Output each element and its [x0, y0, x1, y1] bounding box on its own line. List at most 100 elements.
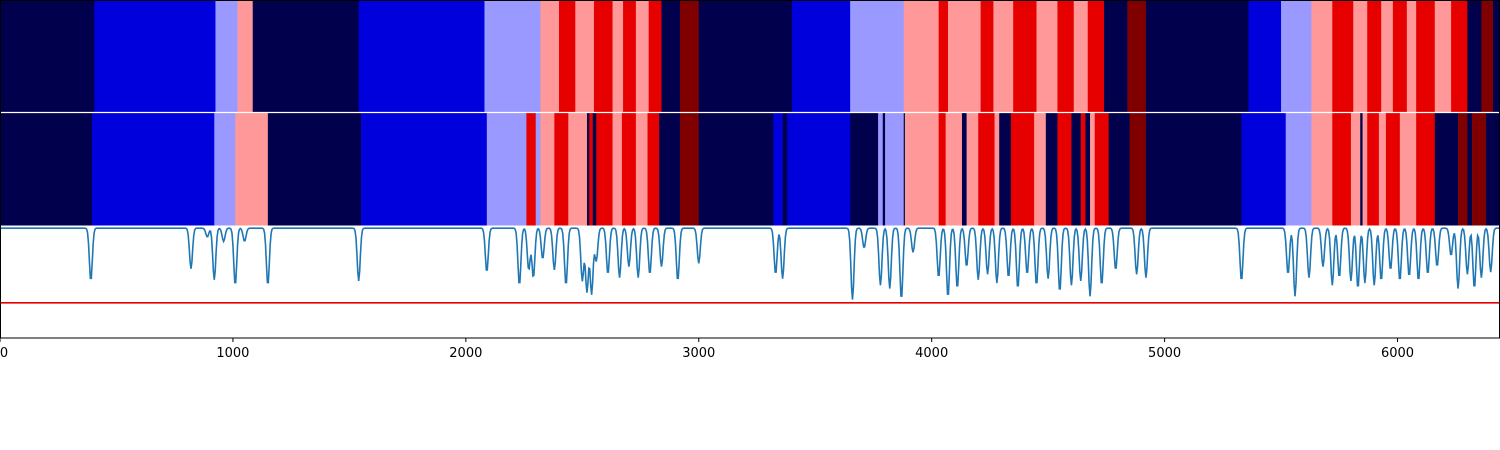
top-band-segment	[635, 0, 649, 113]
middle-band-segment	[589, 113, 594, 226]
middle-band-segment	[540, 113, 555, 226]
middle-band-segment	[1071, 113, 1082, 226]
top-band-segment	[1332, 0, 1354, 113]
middle-band-segment	[773, 113, 783, 226]
middle-band-segment	[1416, 113, 1436, 226]
middle-band-segment	[1080, 113, 1086, 226]
x-tick-label: 5000	[1148, 346, 1181, 361]
middle-band	[0, 113, 1500, 226]
top-band-segment	[623, 0, 637, 113]
top-band-segment	[661, 0, 681, 113]
middle-band-segment	[978, 113, 995, 226]
middle-band-segment	[850, 113, 879, 226]
top-band-segment	[1493, 0, 1500, 113]
top-band-segment	[593, 0, 613, 113]
top-band-segment	[1353, 0, 1368, 113]
middle-band-segment	[554, 113, 569, 226]
top-band-segment	[1104, 0, 1128, 113]
middle-band-segment	[787, 113, 851, 226]
top-band-segment	[1481, 0, 1494, 113]
signal-panel-background	[0, 226, 1500, 338]
middle-band-segment	[1458, 113, 1468, 226]
top-band-segment	[1406, 0, 1417, 113]
middle-band-segment	[999, 113, 1012, 226]
middle-band-segment	[596, 113, 613, 226]
middle-band-segment	[0, 113, 93, 226]
signal-series-line	[0, 227, 1500, 300]
middle-band-segment	[214, 113, 236, 226]
middle-band-segment	[904, 113, 939, 226]
middle-band-segment	[92, 113, 215, 226]
top-band-segment	[252, 0, 359, 113]
top-band-segment	[698, 0, 793, 113]
middle-band-segment	[1467, 113, 1473, 226]
middle-band-segment	[938, 113, 946, 226]
middle-band-segment	[1057, 113, 1072, 226]
top-band	[0, 0, 1500, 113]
top-band-segment	[484, 0, 541, 113]
middle-band-segment	[535, 113, 541, 226]
middle-band-segment	[1385, 113, 1401, 226]
top-band-segment	[215, 0, 238, 113]
x-tick-label: 0	[0, 346, 8, 361]
middle-band-segment	[1399, 113, 1417, 226]
top-band-segment	[980, 0, 994, 113]
top-band-segment	[1392, 0, 1408, 113]
middle-band-segment	[1311, 113, 1333, 226]
middle-band-segment	[586, 113, 590, 226]
middle-band-segment	[1010, 113, 1035, 226]
top-band-segment	[559, 0, 576, 113]
top-band-segment	[612, 0, 624, 113]
top-band-segment	[1248, 0, 1282, 113]
top-band-segment	[1127, 0, 1147, 113]
middle-band-segment	[698, 113, 774, 226]
top-band-segment	[540, 0, 560, 113]
middle-band-segment	[1472, 113, 1487, 226]
middle-band-segment	[1362, 113, 1368, 226]
middle-band-segment	[621, 113, 637, 226]
top-band-segment	[1087, 0, 1105, 113]
top-band-segment	[1467, 0, 1482, 113]
top-band-segment	[1367, 0, 1382, 113]
middle-band-segment	[592, 113, 597, 226]
top-band-segment	[1311, 0, 1333, 113]
middle-band-segment	[526, 113, 537, 226]
x-tick-label: 1000	[216, 346, 249, 361]
top-band-segment	[1416, 0, 1436, 113]
top-band-segment	[1013, 0, 1037, 113]
middle-band-segment	[235, 113, 269, 226]
top-band-segment	[1145, 0, 1249, 113]
x-tick-label: 2000	[449, 346, 482, 361]
middle-band-segment	[1486, 113, 1500, 226]
middle-band-segment	[635, 113, 648, 226]
middle-band-segment	[680, 113, 700, 226]
middle-band-segment	[1085, 113, 1091, 226]
top-band-segment	[993, 0, 1014, 113]
middle-band-segment	[1094, 113, 1109, 226]
middle-band-segment	[1108, 113, 1130, 226]
middle-band-segment	[1241, 113, 1287, 226]
top-band-segment	[791, 0, 851, 113]
middle-band-segment	[1378, 113, 1387, 226]
middle-band-segment	[885, 113, 905, 226]
middle-band-segment	[961, 113, 967, 226]
middle-band-segment	[568, 113, 588, 226]
top-band-segment	[94, 0, 216, 113]
top-band-segment	[938, 0, 949, 113]
top-band-segment	[237, 0, 254, 113]
middle-band-segment	[1285, 113, 1312, 226]
middle-band-segment	[1367, 113, 1380, 226]
middle-band-segment	[1332, 113, 1352, 226]
middle-band-segment	[659, 113, 681, 226]
x-axis: 0 1000 2000 3000 4000 5000 6000	[0, 338, 1414, 361]
top-band-segment	[1451, 0, 1468, 113]
top-band-segment	[1381, 0, 1394, 113]
top-band-segment	[648, 0, 662, 113]
middle-band-segment	[1045, 113, 1058, 226]
middle-band-segment	[882, 113, 886, 226]
middle-band-segment	[1090, 113, 1096, 226]
top-band-segment	[1281, 0, 1312, 113]
signal-panel	[0, 226, 1500, 338]
top-band-segment	[1073, 0, 1089, 113]
